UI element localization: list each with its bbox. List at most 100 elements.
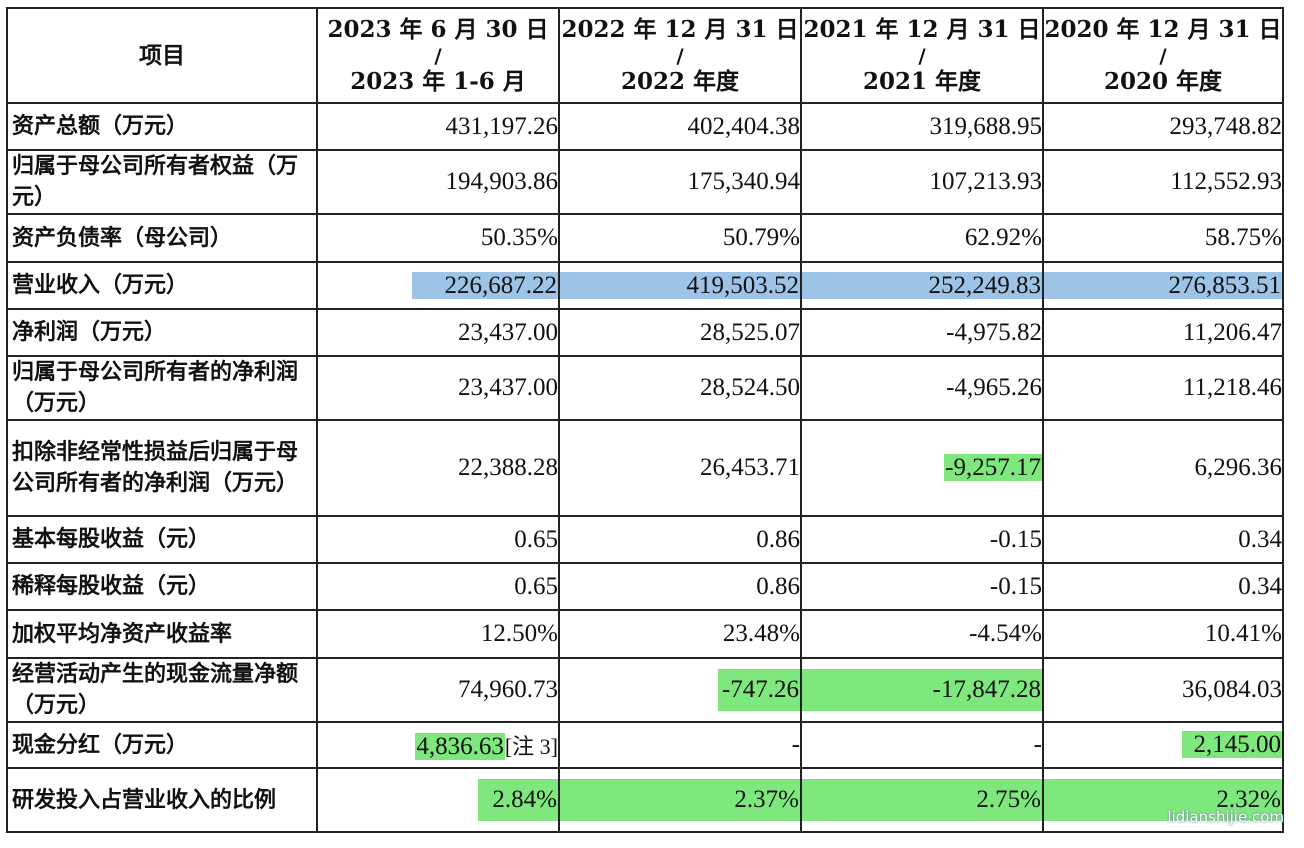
row-value: 26,453.71 (558, 419, 802, 517)
row-value: 23,437.00 (316, 355, 560, 421)
highlighted-value: 2.37% (561, 779, 799, 821)
row-value: 23,437.00 (316, 308, 560, 357)
row-value: 2.32% (1042, 767, 1284, 833)
highlighted-value: 226,687.22 (412, 272, 557, 299)
row-value: 11,218.46 (1042, 355, 1284, 421)
table-row: 研发投入占营业收入的比例 2.84% 2.37% 2.75% 2.32% (6, 767, 1284, 833)
highlighted-value: 252,249.83 (803, 272, 1041, 299)
header-col-2021: 2021 年 12 月 31 日 / 2021 年度 (800, 7, 1044, 104)
header-col-top: 2023 年 6 月 30 日 (327, 15, 549, 43)
row-value: 23.48% (558, 609, 802, 659)
row-value: 0.65 (316, 515, 560, 564)
table-row: 现金分红（万元） 4,836.63[注 3] - - 2,145.00 (6, 721, 1284, 769)
header-col-slash: / (676, 43, 684, 68)
row-label: 归属于母公司所有者权益（万元） (6, 149, 318, 215)
row-value: -4.54% (800, 609, 1044, 659)
row-label: 营业收入（万元） (6, 261, 318, 310)
table-row: 稀释每股收益（元） 0.65 0.86 -0.15 0.34 (6, 562, 1284, 611)
header-col-slash: / (434, 43, 442, 68)
row-value: 2.37% (558, 767, 802, 833)
row-value: -747.26 (558, 657, 802, 723)
row-value: 50.35% (316, 213, 560, 263)
header-col-2023h1: 2023 年 6 月 30 日 / 2023 年 1-6 月 (316, 7, 560, 104)
header-col-bottom: 2020 年度 (1103, 67, 1223, 95)
row-label: 稀释每股收益（元） (6, 562, 318, 611)
row-value: -4,965.26 (800, 355, 1044, 421)
table-row: 归属于母公司所有者的净利润（万元） 23,437.00 28,524.50 -4… (6, 355, 1284, 421)
header-item: 项目 (6, 7, 318, 104)
row-value: -0.15 (800, 515, 1044, 564)
header-col-top: 2022 年 12 月 31 日 (561, 15, 799, 43)
row-value: 74,960.73 (316, 657, 560, 723)
row-value: 22,388.28 (316, 419, 560, 517)
table-row: 资产负债率（母公司） 50.35% 50.79% 62.92% 58.75% (6, 213, 1284, 263)
highlighted-value: 4,836.63 (415, 733, 505, 760)
highlighted-value: 419,503.52 (561, 272, 799, 299)
row-value: 419,503.52 (558, 261, 802, 310)
table-row: 资产总额（万元） 431,197.26 402,404.38 319,688.9… (6, 102, 1284, 151)
row-label: 资产负债率（母公司） (6, 213, 318, 263)
row-value: -9,257.17 (800, 419, 1044, 517)
table-row: 基本每股收益（元） 0.65 0.86 -0.15 0.34 (6, 515, 1284, 564)
row-value: 6,296.36 (1042, 419, 1284, 517)
row-value: 11,206.47 (1042, 308, 1284, 357)
row-value: 0.34 (1042, 515, 1284, 564)
row-value: - (558, 721, 802, 769)
row-value: -0.15 (800, 562, 1044, 611)
header-col-bottom: 2023 年 1-6 月 (350, 67, 526, 95)
row-value: - (800, 721, 1044, 769)
row-value: 293,748.82 (1042, 102, 1284, 151)
row-value: 4,836.63[注 3] (316, 721, 560, 769)
row-value: 194,903.86 (316, 149, 560, 215)
row-value: 0.86 (558, 562, 802, 611)
row-value: -4,975.82 (800, 308, 1044, 357)
row-value: 252,249.83 (800, 261, 1044, 310)
row-label: 经营活动产生的现金流量净额（万元） (6, 657, 318, 723)
header-col-bottom: 2022 年度 (620, 67, 740, 95)
row-value: 36,084.03 (1042, 657, 1284, 723)
row-label: 研发投入占营业收入的比例 (6, 767, 318, 833)
row-value: 107,213.93 (800, 149, 1044, 215)
header-row: 项目 2023 年 6 月 30 日 / 2023 年 1-6 月 2022 年… (6, 7, 1284, 104)
row-value: 0.65 (316, 562, 560, 611)
note-ref: [注 3] (504, 734, 558, 759)
highlighted-value: 276,853.51 (1045, 272, 1281, 299)
header-col-top: 2021 年 12 月 31 日 (803, 15, 1041, 43)
row-value: 28,524.50 (558, 355, 802, 421)
highlighted-value: -17,847.28 (803, 669, 1041, 711)
row-value: 2,145.00 (1042, 721, 1284, 769)
header-col-bottom: 2021 年度 (862, 67, 982, 95)
site-watermark: lidianshijie.com (1167, 808, 1284, 826)
highlighted-value: 2.32% (1045, 779, 1281, 821)
header-col-2022: 2022 年 12 月 31 日 / 2022 年度 (558, 7, 802, 104)
header-col-top: 2020 年 12 月 31 日 (1044, 15, 1282, 43)
row-value: 112,552.93 (1042, 149, 1284, 215)
row-value: 226,687.22 (316, 261, 560, 310)
row-label: 净利润（万元） (6, 308, 318, 357)
highlighted-value: 2,145.00 (1181, 731, 1281, 758)
row-value: 402,404.38 (558, 102, 802, 151)
row-value: 12.50% (316, 609, 560, 659)
highlighted-value: 2.84% (478, 779, 557, 821)
highlighted-value: -9,257.17 (944, 454, 1041, 481)
financial-summary-table: 项目 2023 年 6 月 30 日 / 2023 年 1-6 月 2022 年… (6, 7, 1284, 833)
header-col-slash: / (1159, 43, 1167, 68)
financial-table-wrapper: 项目 2023 年 6 月 30 日 / 2023 年 1-6 月 2022 年… (6, 7, 1284, 833)
row-value: 62.92% (800, 213, 1044, 263)
header-col-2020: 2020 年 12 月 31 日 / 2020 年度 (1042, 7, 1284, 104)
row-value: 276,853.51 (1042, 261, 1284, 310)
row-label: 归属于母公司所有者的净利润（万元） (6, 355, 318, 421)
table-row: 净利润（万元） 23,437.00 28,525.07 -4,975.82 11… (6, 308, 1284, 357)
row-value: 10.41% (1042, 609, 1284, 659)
row-value: 0.34 (1042, 562, 1284, 611)
row-label: 资产总额（万元） (6, 102, 318, 151)
row-value: 175,340.94 (558, 149, 802, 215)
highlighted-value: 2.75% (803, 779, 1041, 821)
row-value: 319,688.95 (800, 102, 1044, 151)
table-row: 加权平均净资产收益率 12.50% 23.48% -4.54% 10.41% (6, 609, 1284, 659)
row-value: -17,847.28 (800, 657, 1044, 723)
table-row: 归属于母公司所有者权益（万元） 194,903.86 175,340.94 10… (6, 149, 1284, 215)
table-row: 营业收入（万元） 226,687.22 419,503.52 252,249.8… (6, 261, 1284, 310)
table-row: 经营活动产生的现金流量净额（万元） 74,960.73 -747.26 -17,… (6, 657, 1284, 723)
header-col-slash: / (918, 43, 926, 68)
